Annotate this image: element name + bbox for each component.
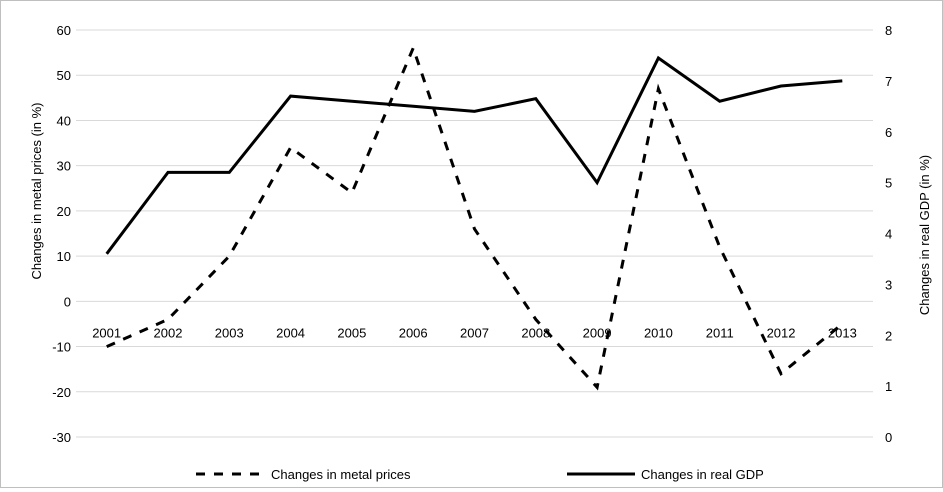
right-axis-ticks: 8 7 6 5 4 3 2 1 0 [885,23,892,445]
x-tick-label: 2003 [215,325,244,340]
left-tick-label: 0 [64,294,71,309]
right-tick-label: 1 [885,379,892,394]
gridlines [76,30,873,437]
right-axis-title: Changes in real GDP (in %) [917,155,932,315]
right-tick-label: 8 [885,23,892,38]
right-tick-label: 0 [885,430,892,445]
left-tick-label: 30 [57,159,71,174]
right-tick-label: 2 [885,328,892,343]
x-tick-label: 2011 [706,325,734,340]
legend-label-real-gdp: Changes in real GDP [641,467,764,482]
legend: Changes in metal prices Changes in real … [196,467,764,482]
x-tick-label: 2005 [337,325,366,340]
left-tick-label: 60 [57,23,71,38]
left-tick-label: -30 [52,430,71,445]
left-tick-label: 20 [57,204,71,219]
legend-label-metal-prices: Changes in metal prices [271,467,411,482]
x-tick-label: 2001 [92,325,121,340]
right-tick-label: 4 [885,227,892,242]
left-axis-title: Changes in metal prices (in %) [29,102,44,279]
left-tick-label: -10 [52,340,71,355]
x-tick-label: 2007 [460,325,489,340]
x-tick-label: 2010 [644,325,673,340]
series-line-real-gdp [107,58,843,254]
left-tick-label: 10 [57,249,71,264]
left-tick-label: -20 [52,385,71,400]
right-tick-label: 6 [885,125,892,140]
right-tick-label: 5 [885,176,892,191]
x-tick-label: 2006 [399,325,428,340]
left-tick-label: 40 [57,113,71,128]
left-axis-ticks: 60 50 40 30 20 10 0 -10 -20 -30 [52,23,71,445]
left-tick-label: 50 [57,68,71,83]
x-tick-label: 2002 [154,325,183,340]
right-tick-label: 3 [885,277,892,292]
x-tick-label: 2004 [276,325,305,340]
right-tick-label: 7 [885,74,892,89]
x-tick-label: 2012 [767,325,796,340]
